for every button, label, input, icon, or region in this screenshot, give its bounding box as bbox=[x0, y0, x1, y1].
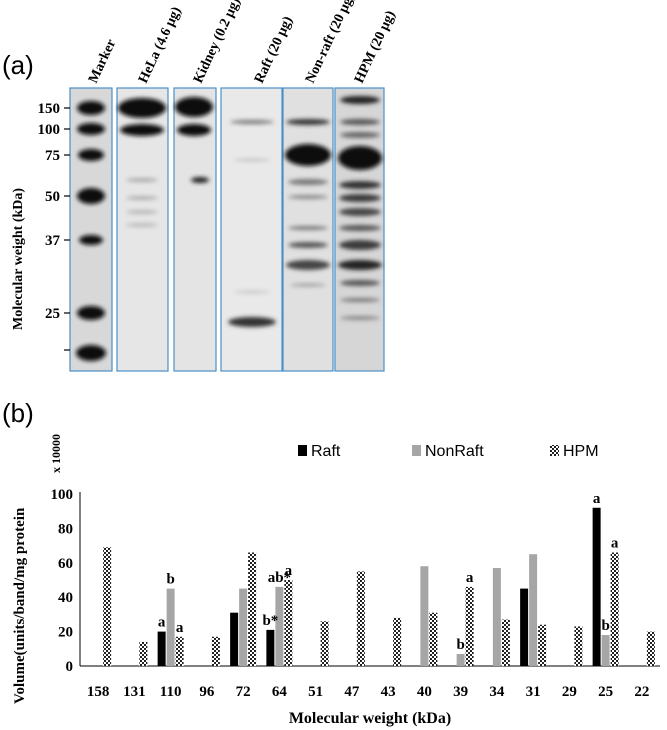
legend-label: HPM bbox=[563, 443, 599, 460]
bar-hpm bbox=[320, 621, 329, 666]
panel-a-label: (a) bbox=[2, 50, 34, 80]
significance-label: a bbox=[158, 615, 166, 631]
bar-hpm bbox=[248, 552, 257, 666]
bar-hpm bbox=[175, 636, 184, 666]
bar-hpm bbox=[284, 580, 293, 666]
marker-label: 37 bbox=[45, 233, 61, 249]
bar-hpm bbox=[211, 636, 220, 666]
y-tick-label: 60 bbox=[58, 556, 73, 572]
bar-raft bbox=[520, 588, 529, 666]
x-tick-label: 39 bbox=[453, 684, 468, 700]
significance-label: b bbox=[166, 572, 174, 588]
legend-swatch-nonraft bbox=[412, 445, 421, 456]
x-tick-label: 51 bbox=[308, 684, 323, 700]
bar-hpm bbox=[356, 571, 365, 666]
bar-hpm bbox=[574, 626, 583, 666]
x-tick-label: 22 bbox=[634, 684, 649, 700]
x-tick-label: 25 bbox=[598, 684, 613, 700]
legend-label: Raft bbox=[311, 443, 341, 460]
bar-nonraft bbox=[239, 588, 248, 666]
bar-raft bbox=[230, 612, 239, 666]
marker-label: 50 bbox=[45, 189, 60, 205]
bar-nonraft bbox=[601, 635, 610, 666]
y-tick-label: 80 bbox=[58, 521, 73, 537]
marker-label: 75 bbox=[45, 148, 60, 164]
legend-label: NonRaft bbox=[425, 443, 484, 460]
significance-label: a bbox=[611, 535, 619, 551]
chart-ylabel: Volume(units/band/mg protein bbox=[12, 507, 28, 704]
legend-swatch-hpm bbox=[550, 445, 559, 456]
bar-hpm bbox=[103, 547, 112, 666]
bar-nonraft bbox=[492, 567, 501, 666]
bar-nonraft bbox=[166, 588, 175, 666]
x-tick-label: 110 bbox=[160, 684, 182, 700]
bar-nonraft bbox=[456, 653, 465, 666]
bar-hpm bbox=[429, 612, 438, 666]
y-tick-label: 40 bbox=[58, 590, 73, 606]
x-tick-label: 64 bbox=[272, 684, 288, 700]
x-tick-label: 72 bbox=[236, 684, 251, 700]
x-tick-label: 131 bbox=[123, 684, 146, 700]
bar-raft bbox=[157, 631, 166, 666]
significance-label: ab* bbox=[268, 570, 291, 586]
bar-nonraft bbox=[529, 554, 538, 666]
x-tick-label: 34 bbox=[489, 684, 505, 700]
marker-label: 150 bbox=[38, 101, 61, 117]
bar-hpm bbox=[465, 586, 474, 666]
significance-label: b bbox=[456, 637, 464, 653]
bar-raft bbox=[592, 507, 601, 666]
legend-swatch-raft bbox=[298, 445, 307, 456]
chart-xlabel: Molecular weight (kDa) bbox=[289, 710, 451, 727]
significance-label: b bbox=[601, 618, 609, 634]
significance-label: a bbox=[593, 491, 601, 507]
significance-label: a bbox=[176, 620, 184, 636]
y-tick-label: 0 bbox=[66, 659, 74, 675]
bar-nonraft bbox=[420, 566, 429, 666]
x-tick-label: 40 bbox=[417, 684, 432, 700]
scale-note: x 10000 bbox=[49, 434, 63, 473]
x-tick-label: 31 bbox=[526, 684, 541, 700]
x-tick-label: 43 bbox=[381, 684, 396, 700]
x-tick-label: 29 bbox=[562, 684, 577, 700]
bar-hpm bbox=[501, 619, 510, 666]
blot-ylabel: Molecular weight (kDa) bbox=[11, 188, 26, 330]
bar-hpm bbox=[646, 631, 655, 666]
significance-label: a bbox=[285, 563, 293, 579]
marker-label: 100 bbox=[38, 122, 61, 138]
bar-hpm bbox=[610, 552, 619, 666]
bar-raft bbox=[266, 629, 275, 666]
significance-label: b* bbox=[262, 613, 278, 629]
bar-nonraft bbox=[275, 586, 284, 666]
y-tick-label: 20 bbox=[58, 625, 73, 641]
panel-b-label: (b) bbox=[2, 398, 34, 428]
x-tick-label: 96 bbox=[199, 684, 215, 700]
marker-label: 25 bbox=[45, 306, 60, 322]
x-tick-label: 47 bbox=[344, 684, 360, 700]
bar-hpm bbox=[393, 617, 402, 666]
x-tick-label: 158 bbox=[87, 684, 110, 700]
bar-hpm bbox=[139, 641, 148, 666]
significance-label: a bbox=[466, 570, 474, 586]
bar-hpm bbox=[538, 624, 547, 666]
y-tick-label: 100 bbox=[51, 487, 74, 503]
